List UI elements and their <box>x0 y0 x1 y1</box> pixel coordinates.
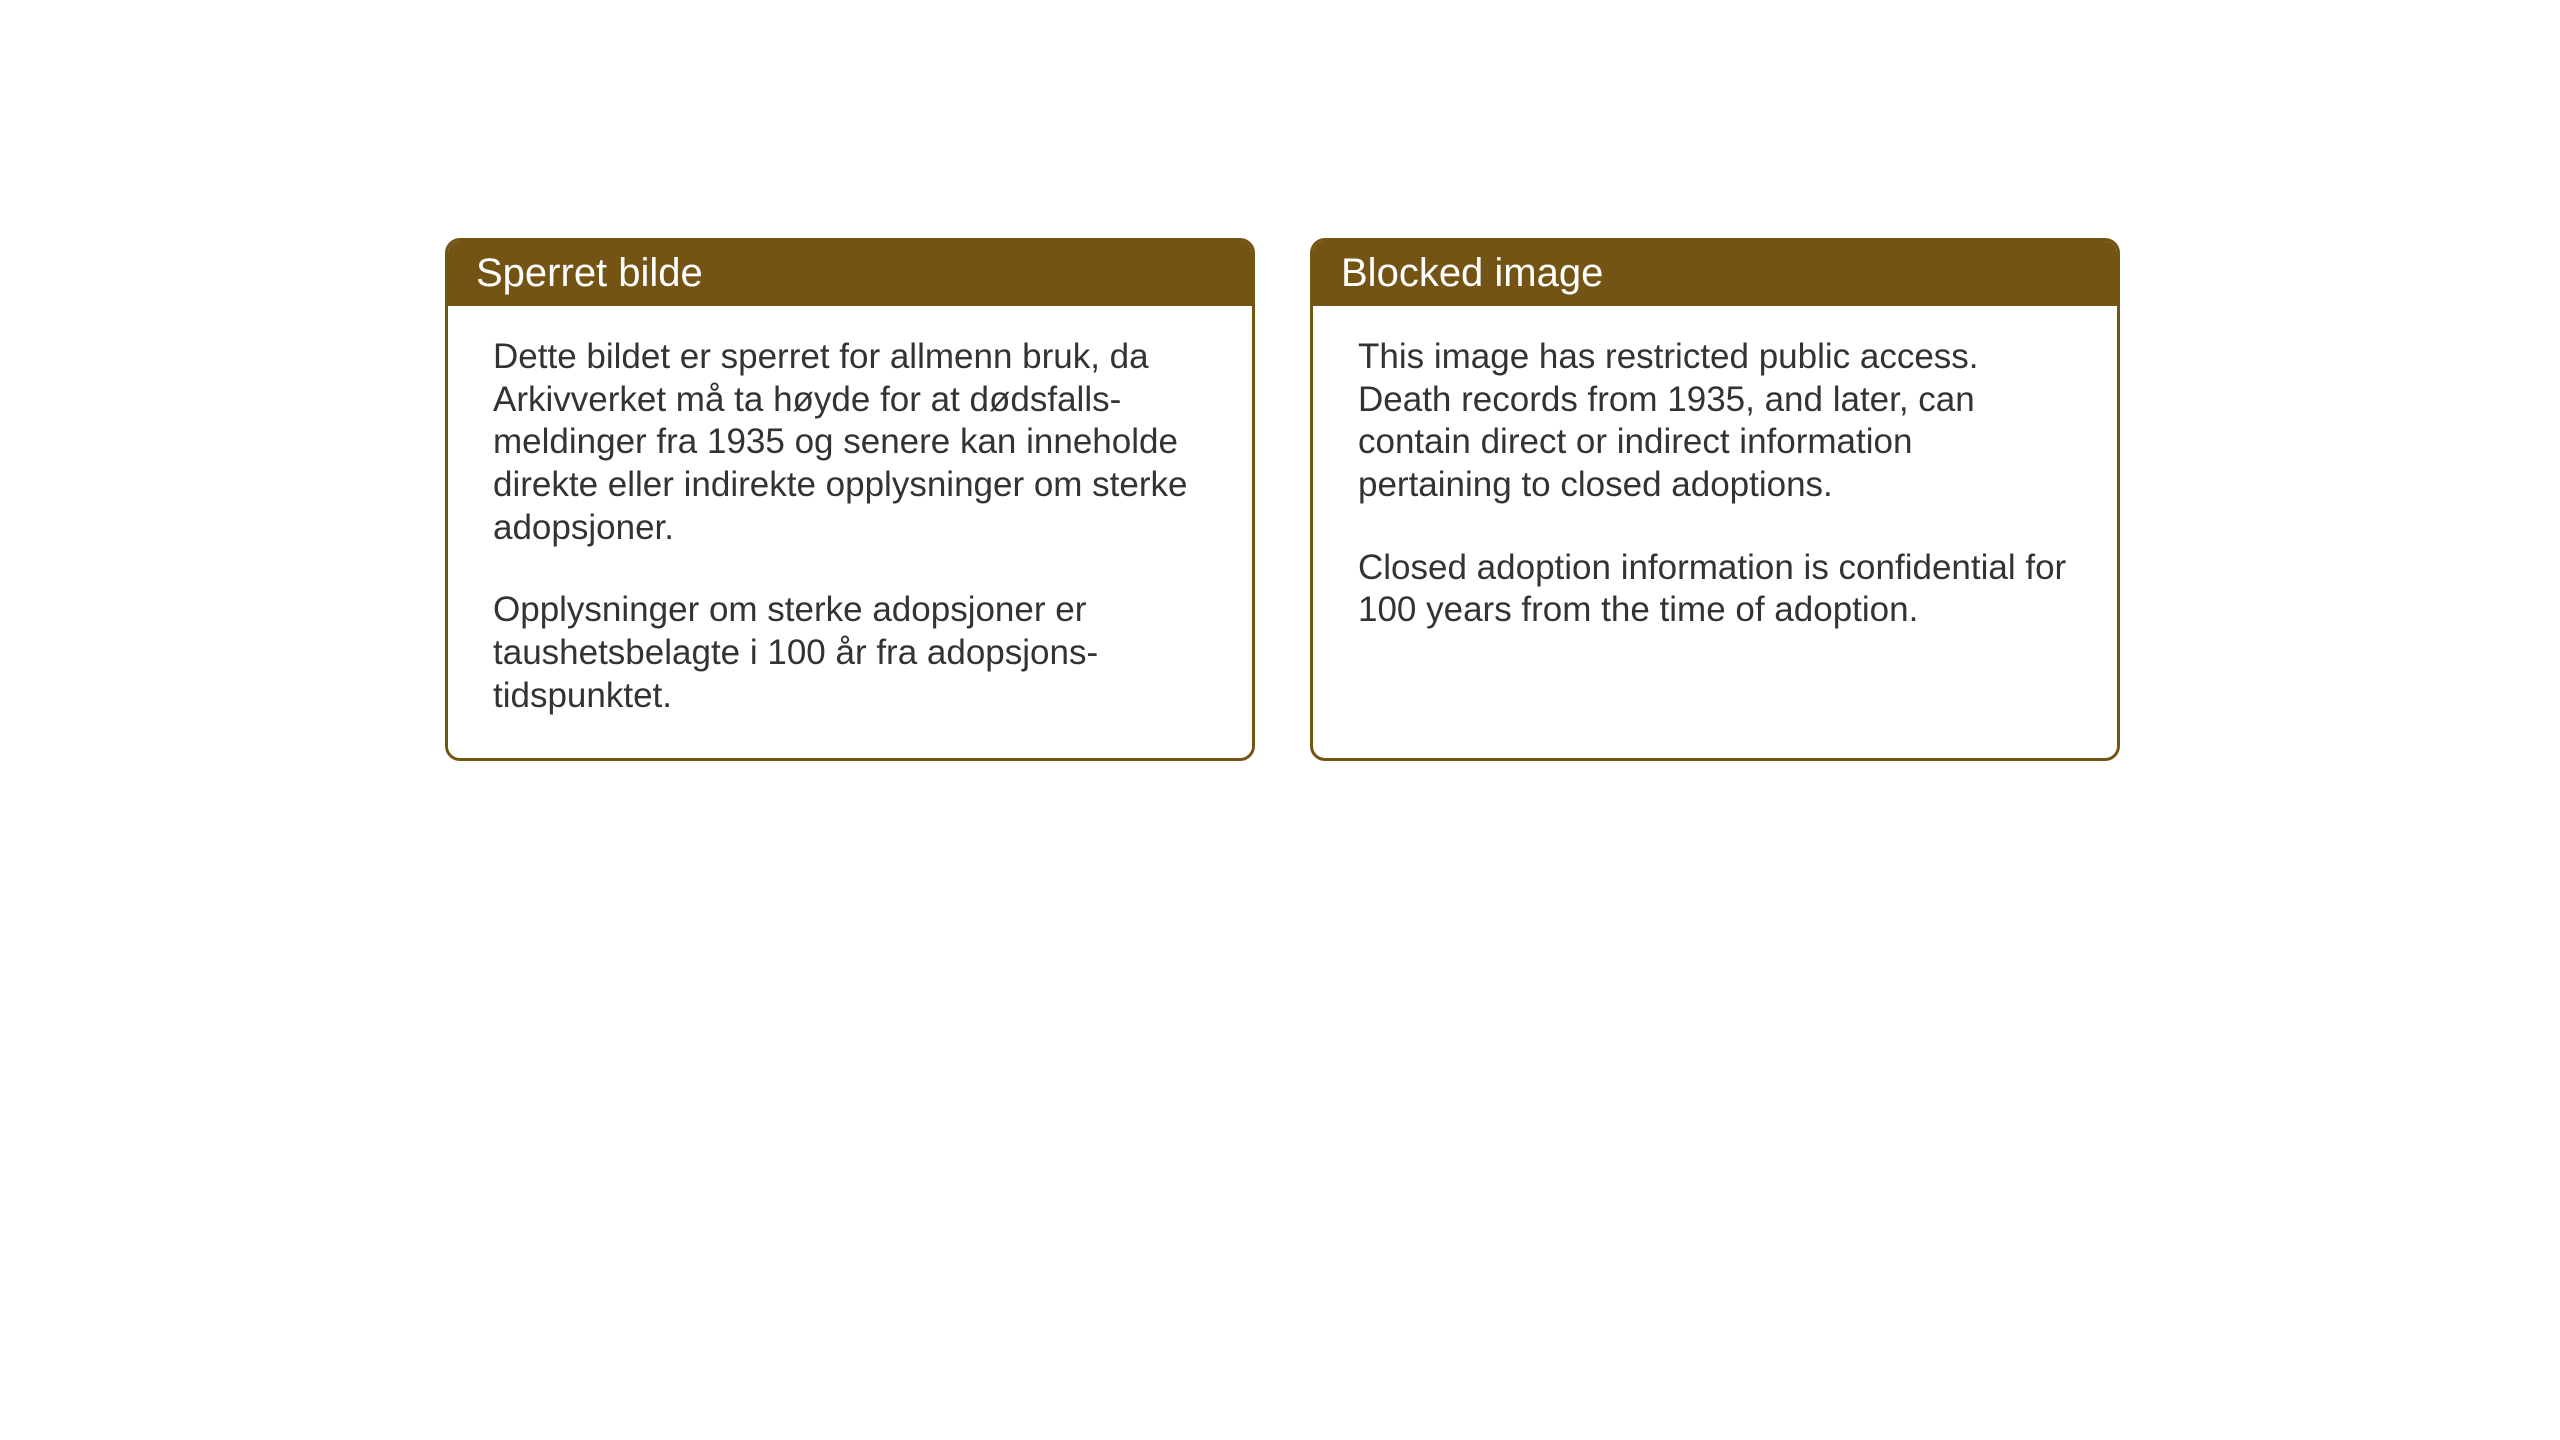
notice-body-norwegian: Dette bildet er sperret for allmenn bruk… <box>448 306 1252 758</box>
notice-title-norwegian: Sperret bilde <box>476 251 703 295</box>
notice-paragraph-2-english: Closed adoption information is confident… <box>1358 547 2072 632</box>
notice-title-english: Blocked image <box>1341 251 1603 295</box>
notice-paragraph-2-norwegian: Opplysninger om sterke adopsjoner er tau… <box>493 589 1207 717</box>
notice-header-norwegian: Sperret bilde <box>448 241 1252 306</box>
notice-card-norwegian: Sperret bilde Dette bildet er sperret fo… <box>445 238 1255 761</box>
notice-paragraph-1-english: This image has restricted public access.… <box>1358 336 2072 507</box>
notice-card-english: Blocked image This image has restricted … <box>1310 238 2120 761</box>
notice-paragraph-1-norwegian: Dette bildet er sperret for allmenn bruk… <box>493 336 1207 549</box>
notice-body-english: This image has restricted public access.… <box>1313 306 2117 672</box>
notice-header-english: Blocked image <box>1313 241 2117 306</box>
notice-container: Sperret bilde Dette bildet er sperret fo… <box>445 238 2120 761</box>
